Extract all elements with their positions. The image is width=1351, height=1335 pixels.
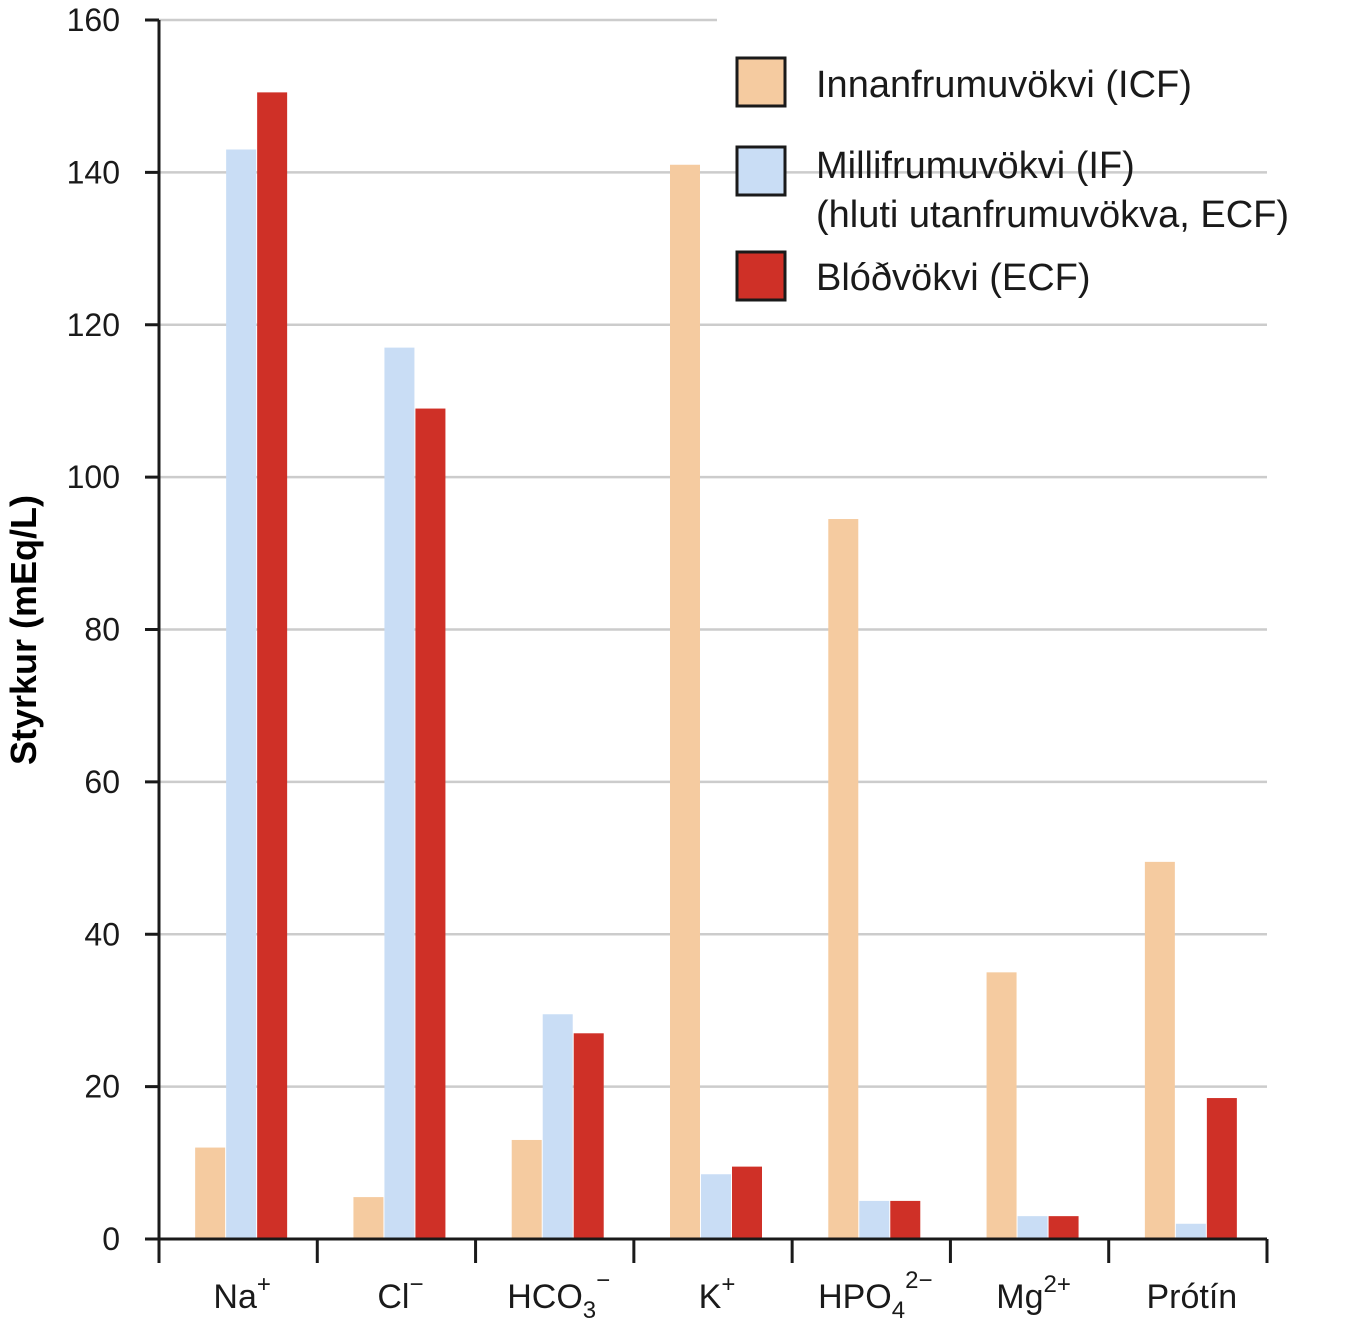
bar: [257, 92, 288, 1239]
bar: [828, 519, 859, 1239]
x-tick-label: K+: [699, 1271, 736, 1316]
bar: [670, 164, 700, 1240]
x-tick-label: Cl−: [377, 1271, 423, 1316]
bar: [732, 1166, 762, 1239]
y-tick-label: 160: [67, 2, 120, 38]
legend-item-icf: Innanfrumuvökvi (ICF): [735, 56, 1192, 108]
bar: [701, 1174, 731, 1239]
bar: [511, 1139, 542, 1239]
legend-swatch-icf: [735, 56, 787, 108]
y-tick-label: 100: [67, 459, 120, 495]
bar: [1144, 861, 1175, 1239]
bar: [890, 1200, 921, 1239]
legend-label-if-line2: (hluti utanfrumuvökva, ECF): [816, 194, 1289, 236]
legend-item-plasma: Blóðvökvi (ECF): [735, 250, 1091, 302]
y-tick-label: 120: [67, 307, 120, 343]
bar: [226, 149, 257, 1239]
x-tick-label: Mg2+: [996, 1271, 1071, 1316]
bar: [1048, 1216, 1079, 1239]
axis-labels: 0 20 40 60 80 100 120 140 160 Na+ Cl− HCO3− K+ HPO42−…: [67, 2, 1238, 1324]
bar: [1017, 1216, 1048, 1239]
legend: Innanfrumuvökvi (ICF) Millifrumuvökvi (I…: [735, 56, 1289, 302]
legend-item-if: Millifrumuvökvi (IF) (hluti utanfrumuvök…: [735, 145, 1289, 236]
x-tick-label: Prótín: [1146, 1278, 1237, 1316]
bar: [415, 408, 446, 1239]
y-tick-label: 80: [84, 612, 120, 648]
bar: [859, 1200, 890, 1239]
y-tick-label: 0: [102, 1221, 120, 1257]
y-axis-label: Styrkur (mEq/L): [3, 495, 44, 765]
legend-swatch-plasma: [735, 250, 787, 302]
y-tick-label: 20: [84, 1069, 120, 1105]
legend-label-plasma: Blóðvökvi (ECF): [816, 257, 1091, 299]
y-tick-label: 140: [67, 154, 120, 190]
bar: [195, 1147, 226, 1239]
x-tick-label: HPO42−: [818, 1267, 932, 1324]
x-tick-label: HCO3−: [507, 1267, 610, 1324]
x-tick-label: Na+: [213, 1271, 270, 1316]
legend-label-icf: Innanfrumuvökvi (ICF): [816, 64, 1192, 106]
bars: [195, 92, 1237, 1240]
y-tick-label: 60: [84, 764, 120, 800]
gridlines: [159, 18, 1267, 1088]
bar: [384, 347, 415, 1239]
bar: [573, 1033, 604, 1239]
y-tick-label: 40: [84, 916, 120, 952]
legend-label-if: Millifrumuvökvi (IF): [816, 145, 1135, 187]
bar: [542, 1014, 573, 1239]
bar: [1175, 1223, 1206, 1239]
axes: [145, 18, 1269, 1263]
legend-swatch-if: [735, 145, 787, 197]
bar: [1206, 1098, 1237, 1239]
bar: [353, 1197, 384, 1239]
bar: [986, 972, 1017, 1239]
